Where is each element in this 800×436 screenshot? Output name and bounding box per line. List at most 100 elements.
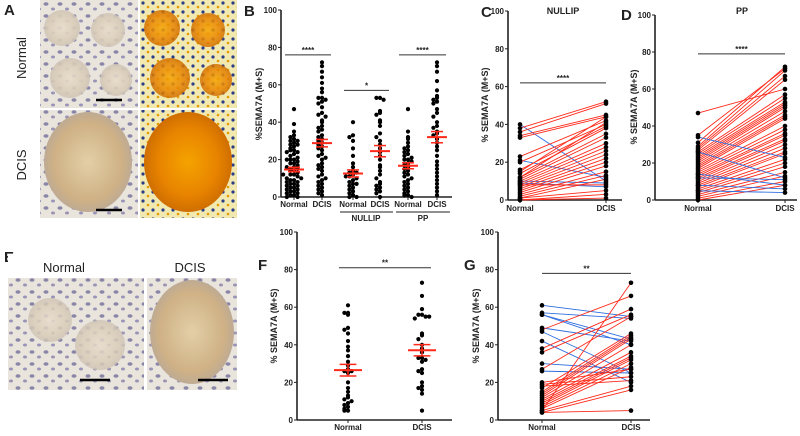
data-point-dcis <box>782 182 788 188</box>
data-point-dcis <box>628 374 634 380</box>
data-point <box>319 161 325 166</box>
data-point <box>419 380 425 385</box>
data-point-dcis <box>603 156 609 161</box>
pair-line <box>697 103 786 158</box>
data-point-normal <box>695 134 701 140</box>
data-point <box>319 172 325 177</box>
panel-letter-a: A <box>4 2 15 19</box>
data-point <box>319 185 325 190</box>
pair-line <box>541 314 632 340</box>
data-point <box>284 150 289 155</box>
pair-line <box>519 123 607 163</box>
pair-line <box>541 335 632 393</box>
data-point <box>316 166 321 172</box>
data-point <box>319 193 325 198</box>
data-point <box>319 127 325 132</box>
data-point <box>288 185 293 190</box>
data-point-dcis <box>782 151 788 157</box>
data-point-dcis <box>782 105 788 110</box>
data-point <box>427 314 432 319</box>
data-point <box>345 359 351 364</box>
pair-line <box>519 133 607 178</box>
data-point-dcis <box>628 280 634 286</box>
chart-b-ylabel: %SEMA7A (M+S) <box>254 68 264 140</box>
data-point <box>319 189 325 194</box>
chart-c-title: NULLIP <box>547 6 580 16</box>
data-point <box>409 194 414 200</box>
data-point <box>291 151 297 157</box>
data-point-dcis <box>782 95 788 101</box>
y-tick-label: 80 <box>495 45 504 54</box>
data-point <box>316 129 321 134</box>
data-point <box>419 367 425 372</box>
data-point <box>354 194 359 200</box>
data-point-dcis <box>603 188 609 193</box>
data-point-dcis <box>603 135 609 140</box>
data-point <box>345 325 351 330</box>
pair-line <box>519 174 607 197</box>
series-dcis <box>408 280 436 413</box>
data-point-dcis <box>603 195 609 201</box>
data-point <box>316 125 321 130</box>
data-point <box>405 140 411 145</box>
data-point-normal <box>695 188 701 194</box>
data-point <box>405 157 411 162</box>
data-point <box>347 179 352 185</box>
data-point <box>374 176 379 181</box>
pair-line <box>697 136 786 158</box>
chart-d-title: PP <box>736 6 748 16</box>
data-point <box>291 133 297 138</box>
data-point <box>434 166 440 172</box>
series-pp-dcis <box>427 60 447 198</box>
data-point-normal <box>539 410 545 415</box>
data-point-dcis <box>603 131 609 137</box>
data-point <box>288 189 293 194</box>
data-point <box>374 112 379 117</box>
data-point-normal <box>539 361 545 366</box>
pair-line <box>519 159 607 178</box>
data-point <box>319 95 325 100</box>
data-point-normal <box>695 175 701 181</box>
data-point <box>434 159 440 164</box>
series-normal <box>334 303 362 413</box>
data-point <box>345 303 351 308</box>
micrograph-e-normal <box>8 278 144 390</box>
data-point-dcis <box>603 159 609 165</box>
pair-line <box>541 340 632 383</box>
data-point-dcis <box>628 378 634 383</box>
pair-line <box>697 151 786 179</box>
data-point-dcis <box>628 366 634 372</box>
data-point <box>342 310 347 315</box>
data-point <box>377 172 383 177</box>
pair-line <box>541 385 632 412</box>
data-point <box>295 155 300 160</box>
data-point <box>402 183 407 188</box>
data-point-dcis <box>628 383 634 389</box>
data-point <box>316 179 321 185</box>
data-point <box>350 146 356 151</box>
data-point-dcis <box>603 163 609 169</box>
data-point <box>434 178 440 183</box>
panel-letter-b: B <box>244 3 255 20</box>
data-point <box>284 179 289 185</box>
data-point-normal <box>695 110 701 116</box>
pair-line <box>697 138 786 179</box>
data-point-normal <box>539 312 545 318</box>
data-point-dcis <box>603 169 609 174</box>
pair-line <box>519 146 607 184</box>
pair-line <box>519 120 607 157</box>
data-point <box>316 163 321 168</box>
data-point <box>295 159 300 164</box>
pair-line <box>697 118 786 169</box>
y-tick-label: 80 <box>268 43 277 52</box>
data-point <box>295 142 300 147</box>
data-point <box>350 161 356 166</box>
pair-line <box>519 116 607 173</box>
pair-line <box>697 132 786 175</box>
data-point <box>434 99 440 104</box>
data-point <box>319 178 325 183</box>
data-point <box>419 370 425 376</box>
data-point <box>291 193 297 198</box>
data-point <box>405 168 411 173</box>
data-point <box>377 168 383 173</box>
